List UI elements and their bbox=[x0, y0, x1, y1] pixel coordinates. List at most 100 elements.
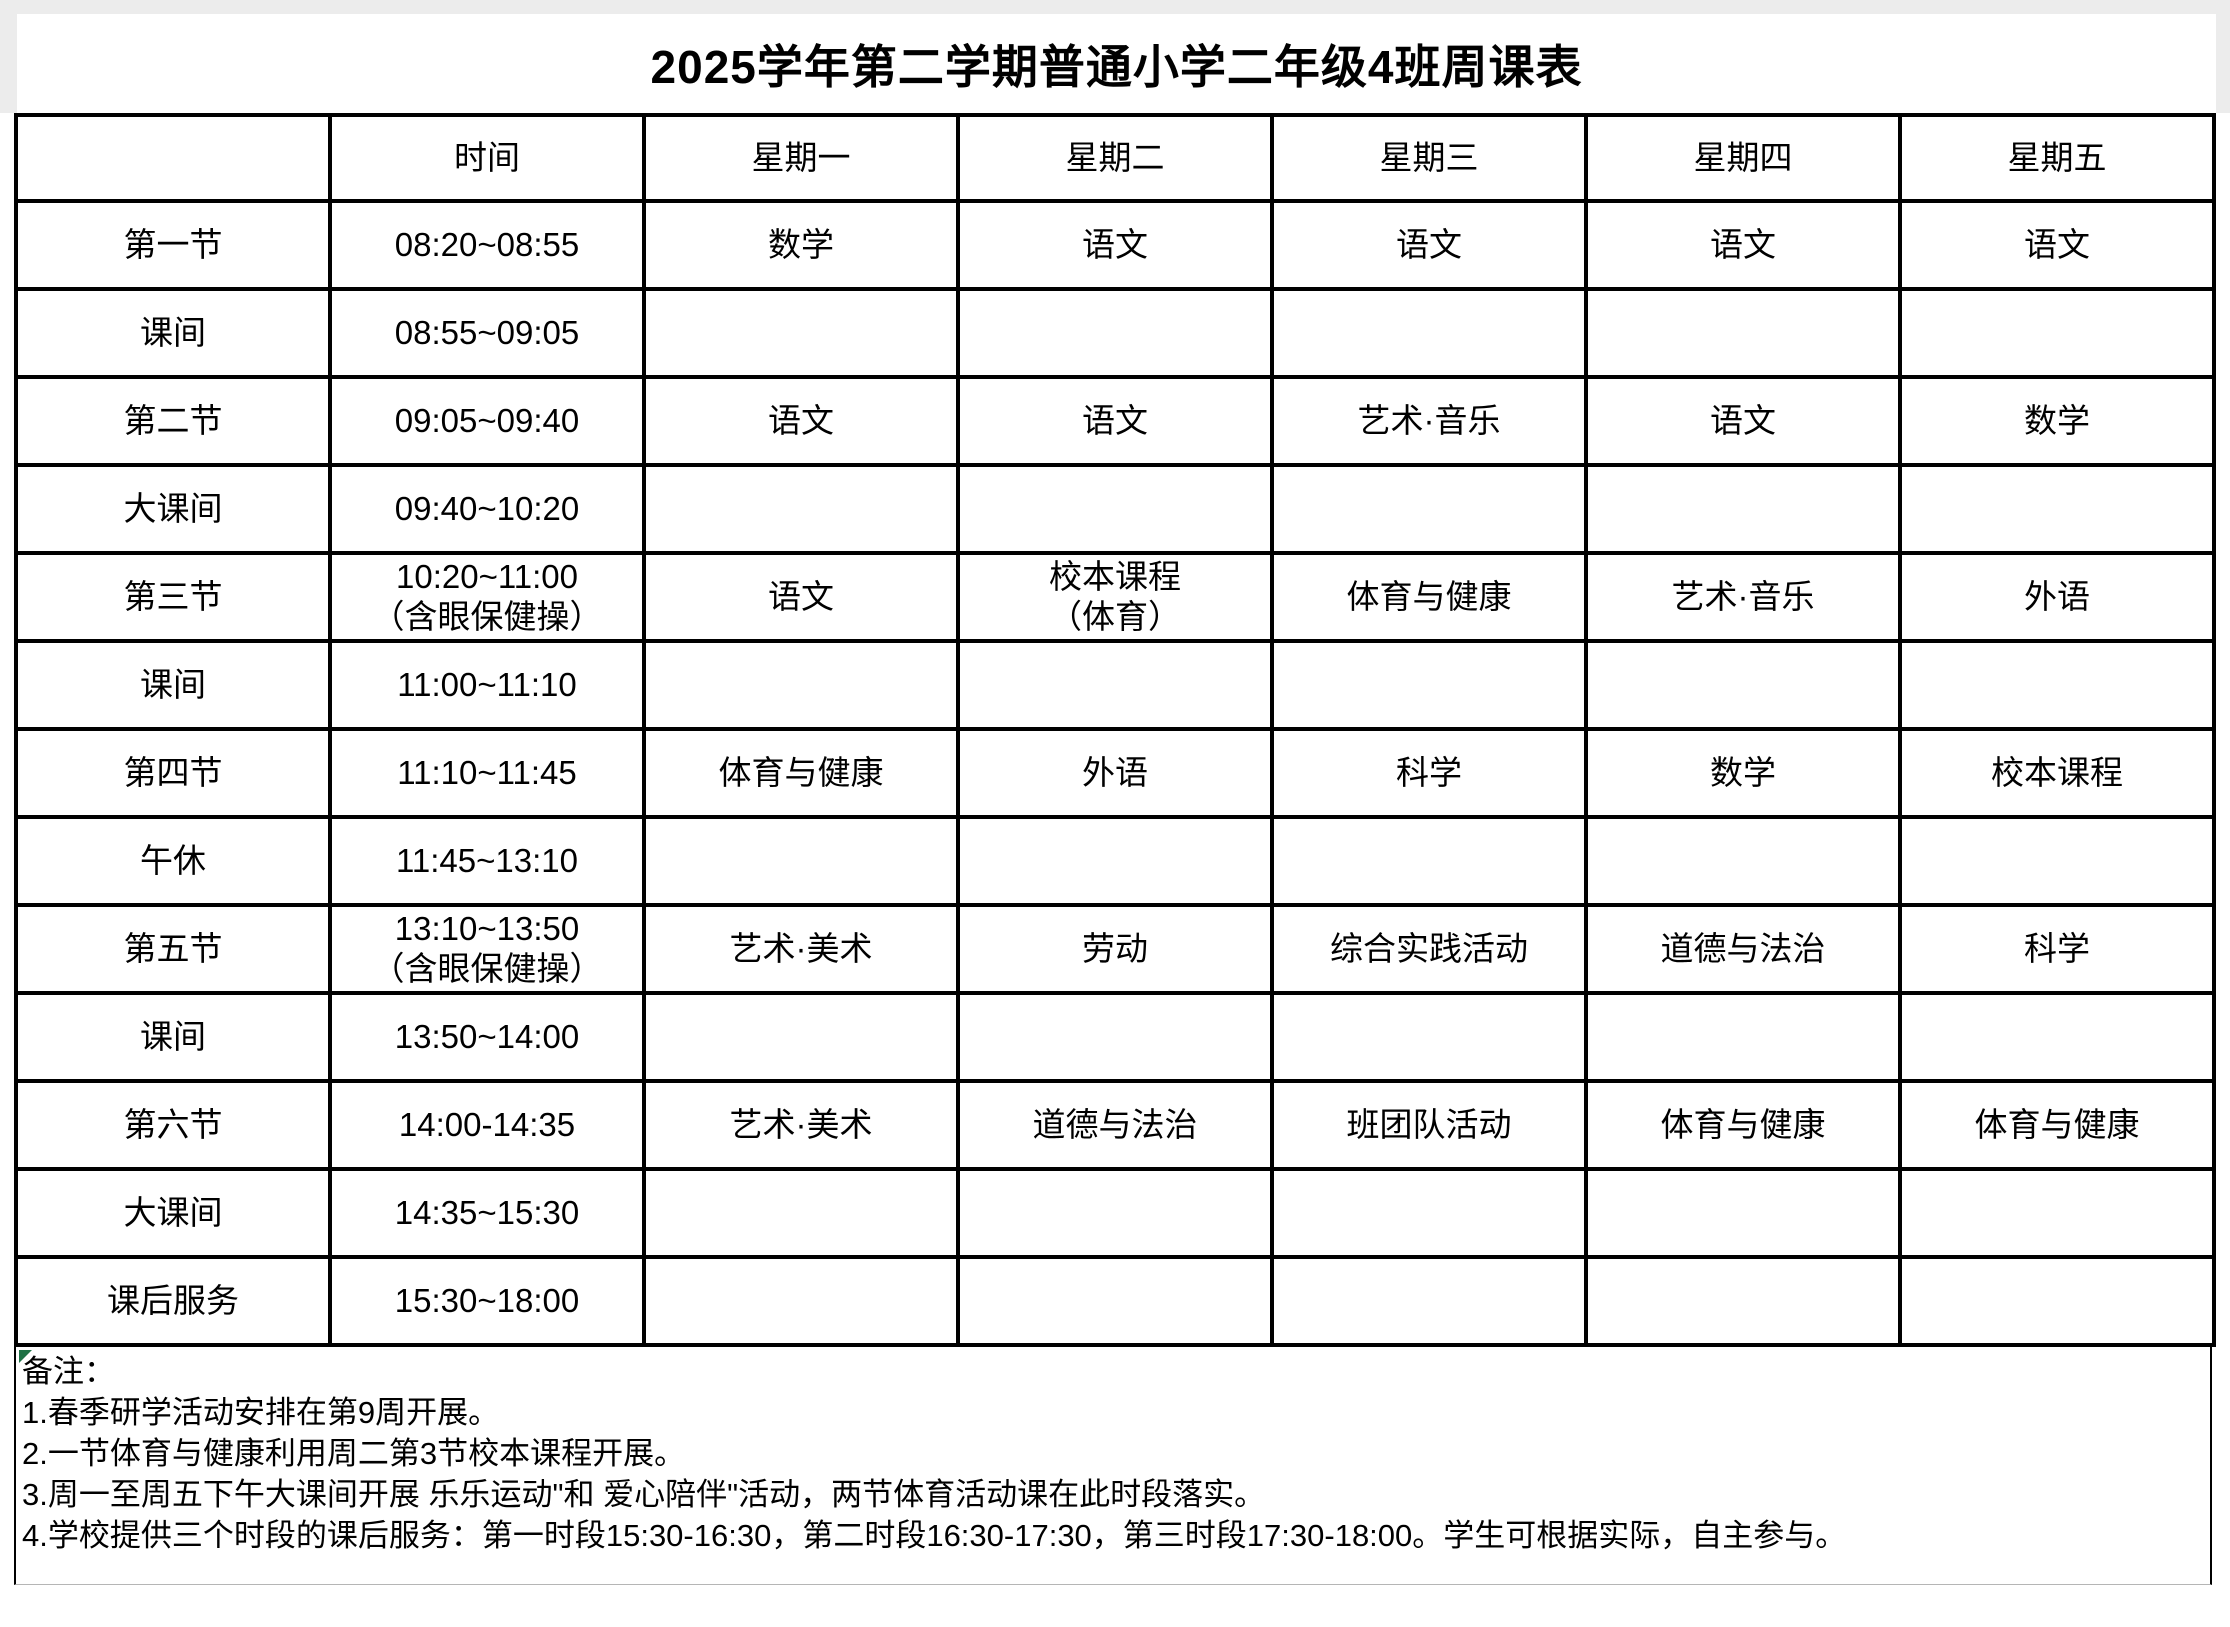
subject-cell: 体育与健康 bbox=[1584, 1079, 1902, 1171]
row-label-cell: 课间 bbox=[14, 991, 332, 1083]
notes-section: 备注： 1.春季研学活动安排在第9周开展。 2.一节体育与健康利用周二第3节校本课… bbox=[14, 1347, 2212, 1585]
time-cell: 09:40~10:20 bbox=[328, 463, 646, 555]
subject-cell bbox=[1584, 463, 1902, 555]
row-label-cell: 第二节 bbox=[14, 375, 332, 467]
row-label-cell: 课间 bbox=[14, 639, 332, 731]
time-cell: 14:35~15:30 bbox=[328, 1167, 646, 1259]
row-label-cell: 第六节 bbox=[14, 1079, 332, 1171]
subject-cell bbox=[642, 463, 960, 555]
table-row: 第六节 14:00-14:35 艺术·美术 道德与法治 班团队活动 体育与健康 体育与健康 bbox=[14, 1079, 2216, 1171]
day-header-cell: 星期四 bbox=[1584, 113, 1902, 203]
time-cell: 13:50~14:00 bbox=[328, 991, 646, 1083]
subject-cell bbox=[642, 1255, 960, 1347]
title-box: 2025学年第二学期普通小学二年级4班周课表 bbox=[17, 14, 2216, 113]
table-row: 大课间 14:35~15:30 bbox=[14, 1167, 2216, 1259]
subject-cell: 体育与健康 bbox=[1270, 551, 1588, 643]
subject-cell: 数学 bbox=[642, 199, 960, 291]
subject-cell bbox=[956, 815, 1274, 907]
subject-cell: 科学 bbox=[1898, 903, 2216, 995]
subject-cell bbox=[1584, 639, 1902, 731]
row-label-cell: 课后服务 bbox=[14, 1255, 332, 1347]
header-row: 时间 星期一 星期二 星期三 星期四 星期五 bbox=[14, 113, 2216, 203]
subject-cell bbox=[1270, 1255, 1588, 1347]
table-row: 第一节 08:20~08:55 数学 语文 语文 语文 语文 bbox=[14, 199, 2216, 291]
time-cell: 13:10~13:50 （含眼保健操） bbox=[328, 903, 646, 995]
row-label-cell: 第三节 bbox=[14, 551, 332, 643]
subject-cell: 语文 bbox=[1584, 375, 1902, 467]
time-cell: 11:10~11:45 bbox=[328, 727, 646, 819]
table-row: 第三节 10:20~11:00 （含眼保健操） 语文 校本课程 （体育） 体育与健康 艺术… bbox=[14, 551, 2216, 643]
note-item: 4.学校提供三个时段的课后服务：第一时段15:30-16:30，第二时段16:3… bbox=[22, 1518, 1847, 1553]
note-item: 3.周一至周五下午大课间开展 乐乐运动"和 爱心陪伴"活动，两节体育活动课在此时… bbox=[22, 1477, 1266, 1512]
subject-cell bbox=[1584, 1255, 1902, 1347]
subject-cell: 道德与法治 bbox=[956, 1079, 1274, 1171]
time-cell: 09:05~09:40 bbox=[328, 375, 646, 467]
day-header-cell: 星期五 bbox=[1898, 113, 2216, 203]
subject-cell: 体育与健康 bbox=[1898, 1079, 2216, 1171]
subject-cell bbox=[956, 287, 1274, 379]
time-cell: 08:20~08:55 bbox=[328, 199, 646, 291]
page-title: 2025学年第二学期普通小学二年级4班周课表 bbox=[650, 40, 1583, 93]
subject-cell bbox=[956, 463, 1274, 555]
subject-cell bbox=[956, 991, 1274, 1083]
subject-cell: 劳动 bbox=[956, 903, 1274, 995]
subject-cell bbox=[1584, 287, 1902, 379]
subject-cell: 艺术·音乐 bbox=[1270, 375, 1588, 467]
table-row: 第五节 13:10~13:50 （含眼保健操） 艺术·美术 劳动 综合实践活动 道德与法治… bbox=[14, 903, 2216, 995]
subject-cell: 语文 bbox=[1584, 199, 1902, 291]
time-cell: 11:45~13:10 bbox=[328, 815, 646, 907]
row-label-cell: 课间 bbox=[14, 287, 332, 379]
subject-cell bbox=[1898, 287, 2216, 379]
day-header-cell: 星期二 bbox=[956, 113, 1274, 203]
row-label-cell: 午休 bbox=[14, 815, 332, 907]
subject-cell: 班团队活动 bbox=[1270, 1079, 1588, 1171]
cell-error-marker-icon bbox=[19, 1350, 32, 1363]
subject-cell bbox=[642, 991, 960, 1083]
subject-cell: 校本课程 bbox=[1898, 727, 2216, 819]
row-label-cell: 第一节 bbox=[14, 199, 332, 291]
subject-cell: 语文 bbox=[1270, 199, 1588, 291]
table-row: 课后服务 15:30~18:00 bbox=[14, 1255, 2216, 1347]
subject-cell: 外语 bbox=[1898, 551, 2216, 643]
subject-cell: 艺术·美术 bbox=[642, 1079, 960, 1171]
time-cell: 10:20~11:00 （含眼保健操） bbox=[328, 551, 646, 643]
row-label-cell: 第五节 bbox=[14, 903, 332, 995]
subject-cell: 数学 bbox=[1584, 727, 1902, 819]
time-cell: 14:00-14:35 bbox=[328, 1079, 646, 1171]
subject-cell bbox=[642, 1167, 960, 1259]
subject-cell bbox=[642, 287, 960, 379]
row-label-cell: 大课间 bbox=[14, 1167, 332, 1259]
subject-cell bbox=[1270, 1167, 1588, 1259]
subject-cell: 科学 bbox=[1270, 727, 1588, 819]
subject-cell: 语文 bbox=[956, 199, 1274, 291]
day-header-cell: 星期一 bbox=[642, 113, 960, 203]
subject-cell bbox=[1584, 1167, 1902, 1259]
corner-header-cell bbox=[14, 113, 332, 203]
subject-cell bbox=[956, 639, 1274, 731]
table-row: 第四节 11:10~11:45 体育与健康 外语 科学 数学 校本课程 bbox=[14, 727, 2216, 819]
subject-cell: 数学 bbox=[1898, 375, 2216, 467]
table-row: 大课间 09:40~10:20 bbox=[14, 463, 2216, 555]
table-row: 课间 13:50~14:00 bbox=[14, 991, 2216, 1083]
time-cell: 11:00~11:10 bbox=[328, 639, 646, 731]
top-margin-strip bbox=[0, 0, 2230, 14]
subject-cell bbox=[956, 1167, 1274, 1259]
time-cell: 08:55~09:05 bbox=[328, 287, 646, 379]
weekly-timetable: 时间 星期一 星期二 星期三 星期四 星期五 第一节 08:20~08:55 数学语… bbox=[14, 113, 2216, 1347]
subject-cell bbox=[1584, 991, 1902, 1083]
day-header-cell: 星期三 bbox=[1270, 113, 1588, 203]
subject-cell bbox=[1270, 815, 1588, 907]
subject-cell: 体育与健康 bbox=[642, 727, 960, 819]
subject-cell: 语文 bbox=[642, 551, 960, 643]
note-item: 1.春季研学活动安排在第9周开展。 bbox=[22, 1395, 500, 1430]
subject-cell: 语文 bbox=[642, 375, 960, 467]
subject-cell bbox=[1898, 991, 2216, 1083]
subject-cell: 艺术·美术 bbox=[642, 903, 960, 995]
subject-cell bbox=[1898, 1167, 2216, 1259]
subject-cell bbox=[1270, 287, 1588, 379]
row-label-cell: 大课间 bbox=[14, 463, 332, 555]
subject-cell: 综合实践活动 bbox=[1270, 903, 1588, 995]
subject-cell bbox=[1270, 639, 1588, 731]
subject-cell bbox=[642, 815, 960, 907]
